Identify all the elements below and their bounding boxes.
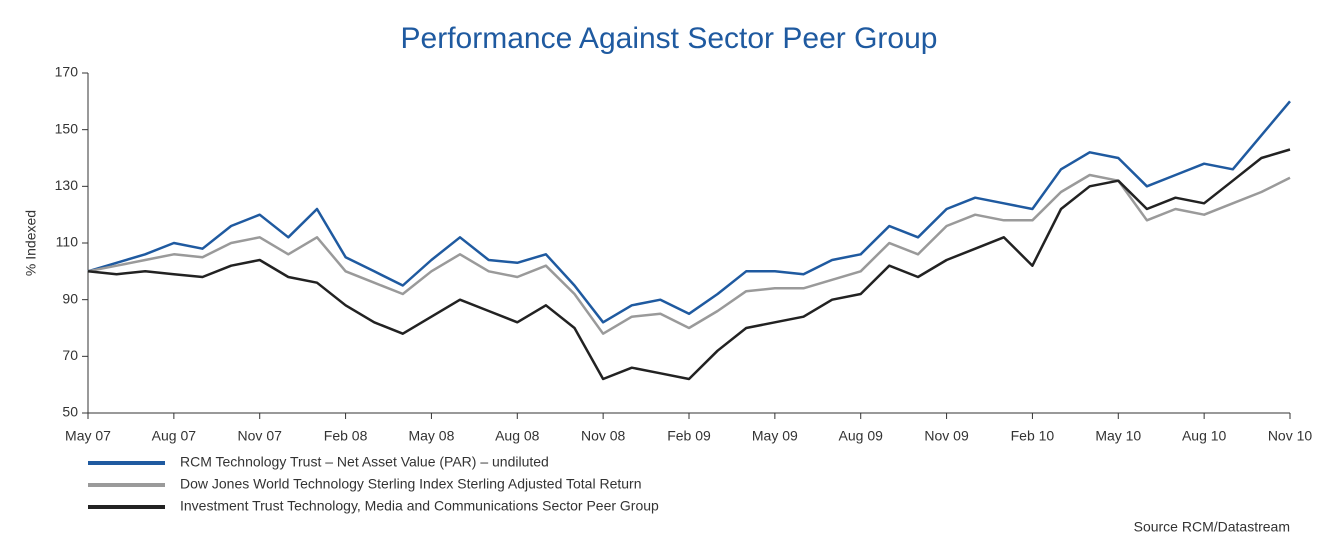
- series-line: [87, 173, 1291, 335]
- x-tick-label: Feb 09: [667, 428, 711, 444]
- x-tick-label: May 09: [752, 428, 798, 444]
- x-tick-label: May 10: [1095, 428, 1141, 444]
- x-tick-label: Nov 07: [238, 428, 283, 444]
- y-tick-label: 90: [62, 290, 78, 306]
- x-tick-label: Aug 09: [839, 428, 884, 444]
- legend-label: RCM Technology Trust – Net Asset Value (…: [180, 454, 549, 470]
- chart-title: Performance Against Sector Peer Group: [401, 22, 938, 55]
- y-tick-label: 70: [62, 347, 78, 363]
- x-tick-label: Nov 10: [1268, 428, 1313, 444]
- x-tick-label: Nov 09: [924, 428, 969, 444]
- x-tick-label: Feb 08: [324, 428, 368, 444]
- x-tick-label: May 07: [65, 428, 111, 444]
- x-tick-label: Aug 08: [495, 428, 540, 444]
- y-tick-label: 130: [55, 177, 79, 193]
- series-line: [87, 100, 1291, 324]
- x-tick-label: May 08: [408, 428, 454, 444]
- x-tick-label: Aug 10: [1182, 428, 1227, 444]
- series-line: [87, 148, 1291, 381]
- y-axis-label: % Indexed: [23, 210, 39, 276]
- y-tick-label: 50: [62, 404, 78, 420]
- x-tick-label: Aug 07: [152, 428, 197, 444]
- legend-label: Investment Trust Technology, Media and C…: [180, 498, 659, 514]
- y-tick-label: 110: [56, 234, 79, 250]
- y-tick-label: 150: [55, 120, 79, 136]
- x-tick-label: Feb 10: [1011, 428, 1055, 444]
- source: Source RCM/Datastream: [1134, 519, 1290, 535]
- legend-label: Dow Jones World Technology Sterling Inde…: [180, 476, 642, 492]
- y-tick-label: 170: [55, 64, 79, 80]
- x-tick-label: Nov 08: [581, 428, 626, 444]
